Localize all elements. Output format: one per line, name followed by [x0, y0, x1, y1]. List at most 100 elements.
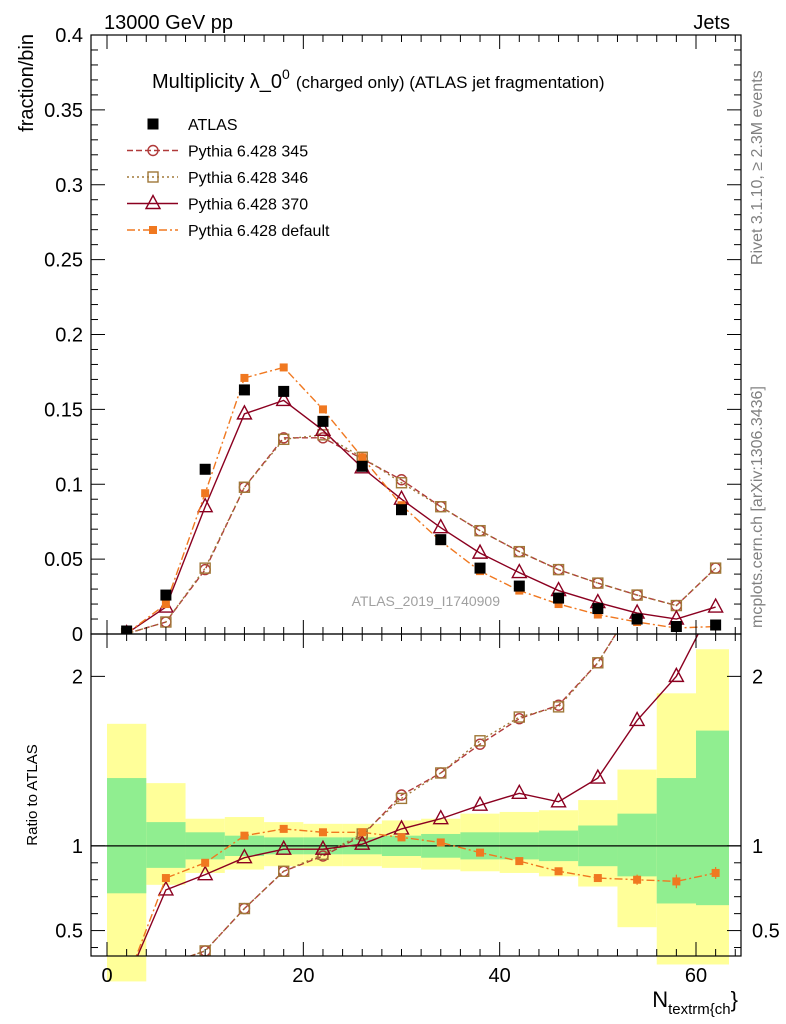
y-tick-label: 0.25	[44, 250, 83, 272]
y-tick-label: 0.1	[55, 474, 83, 496]
main-series-point	[395, 477, 408, 489]
main-series-point	[709, 562, 722, 574]
ratio-series-point	[161, 959, 171, 969]
atlas-data-point	[474, 562, 486, 574]
legend-marker	[149, 226, 157, 234]
legend-label: Pythia 6.428 370	[188, 197, 308, 214]
ratio-series-point	[515, 857, 524, 866]
main-series-line	[126, 366, 716, 634]
ratio-series-point	[633, 875, 642, 884]
ratio-series-point	[471, 795, 489, 811]
y-axis-label: fraction/bin	[16, 34, 38, 132]
ratio-series-point	[122, 985, 132, 995]
main-series-point	[236, 404, 253, 420]
ratio-series-point	[397, 833, 406, 842]
ratio-series-point	[554, 867, 563, 876]
legend-label: ATLAS	[188, 117, 238, 134]
atlas-data-point	[160, 589, 172, 601]
ratio-series-point	[354, 834, 371, 850]
header-left-label: 13000 GeV pp	[104, 12, 233, 34]
main-series-point	[238, 481, 251, 493]
main-series-point	[707, 597, 724, 613]
main-series-point	[435, 501, 447, 513]
rivet-version-label: Rivet 3.1.10, ≥ 2.3M events	[749, 70, 766, 265]
ratio-tick-label-right: 2	[752, 666, 763, 688]
ratio-series-point	[432, 809, 449, 825]
main-series-point	[196, 497, 214, 513]
main-series-point	[631, 589, 643, 601]
x-tick-label: 0	[101, 965, 112, 987]
main-series-point	[318, 405, 327, 414]
chart-title: Multiplicity λ_00 (charged only) (ATLAS j…	[152, 66, 605, 93]
ratio-series-point	[238, 902, 251, 915]
main-series-point	[358, 453, 367, 462]
main-series-point	[161, 600, 170, 609]
mcplots-label: mcplots.cern.ch [arXiv:1306.3436]	[749, 386, 766, 628]
axes-ticks: 00.050.10.150.20.250.30.350.40.5 0.51 12 20…	[44, 25, 780, 987]
y-tick-label: 0.4	[55, 25, 83, 47]
ratio-tick-label: 0.5	[55, 921, 83, 943]
band-inner-bin	[146, 822, 186, 868]
band-inner-bin	[617, 813, 657, 877]
ratio-series-point	[122, 985, 132, 995]
atlas-data-point	[356, 460, 368, 472]
ratio-series-point	[161, 874, 170, 883]
ratio-series-point	[513, 711, 525, 723]
chart-title-sup: 0	[282, 66, 290, 82]
atlas-data-point	[670, 621, 682, 633]
main-series-line	[126, 437, 717, 634]
ratio-series-point	[711, 868, 720, 877]
legend-marker	[147, 144, 159, 157]
y-tick-label: 0.15	[44, 399, 83, 421]
main-series-point	[552, 563, 565, 576]
ratio-series-point	[476, 848, 485, 857]
header-right-label: Jets	[693, 12, 730, 34]
main-series-point	[275, 390, 292, 407]
atlas-data-point	[278, 385, 290, 397]
y-tick-label: 0.35	[44, 100, 83, 122]
ratio-series-group	[122, 634, 720, 995]
main-series-point	[279, 363, 288, 372]
x-tick-label: 40	[489, 965, 511, 987]
main-series-point	[513, 545, 525, 558]
ratio-series-point	[672, 877, 681, 886]
atlas-data-point	[710, 619, 722, 631]
legend-marker	[144, 194, 162, 210]
x-axis-label-sub: textrm{ch	[668, 1001, 731, 1018]
atlas-data-point	[238, 384, 250, 396]
y-tick-label: 0	[72, 624, 83, 646]
ratio-series-point	[592, 657, 604, 669]
ratio-series-point	[552, 701, 565, 713]
legend-label: Pythia 6.428 345	[188, 144, 308, 161]
ratio-series-line	[136, 634, 699, 956]
band-inner-bin	[107, 778, 147, 894]
ratio-series-point	[593, 874, 602, 883]
ratio-series-point	[628, 710, 646, 727]
ratio-tick-label: 2	[72, 666, 83, 688]
chart-title-main: Multiplicity λ_0	[152, 71, 282, 93]
ratio-series-point	[318, 828, 327, 837]
x-tick-label: 60	[685, 965, 707, 987]
analysis-watermark: ATLAS_2019_I1740909	[352, 593, 501, 609]
x-axis-label-main: N	[652, 987, 668, 1012]
atlas-data-point	[553, 592, 565, 604]
ratio-series-line	[188, 634, 617, 956]
ratio-series-point	[358, 828, 367, 837]
ratio-series-point	[474, 735, 486, 747]
main-series-point	[511, 563, 528, 579]
x-tick-label: 20	[292, 965, 314, 987]
ratio-uncertainty-bands	[107, 649, 729, 982]
main-series-point	[199, 562, 211, 574]
ratio-series-point	[240, 831, 249, 840]
ratio-series-point	[668, 666, 685, 683]
ratio-series-point	[550, 792, 567, 808]
band-inner-bin	[696, 730, 729, 906]
atlas-data-point	[396, 504, 407, 516]
legend-marker	[147, 118, 159, 130]
ratio-series-point	[511, 783, 528, 800]
chart-title-tail: (charged only) (ATLAS jet fragmentation)	[296, 73, 605, 92]
y-tick-label: 0.3	[55, 175, 83, 197]
main-series-point	[592, 577, 604, 589]
y-tick-label: 0.2	[55, 325, 83, 347]
